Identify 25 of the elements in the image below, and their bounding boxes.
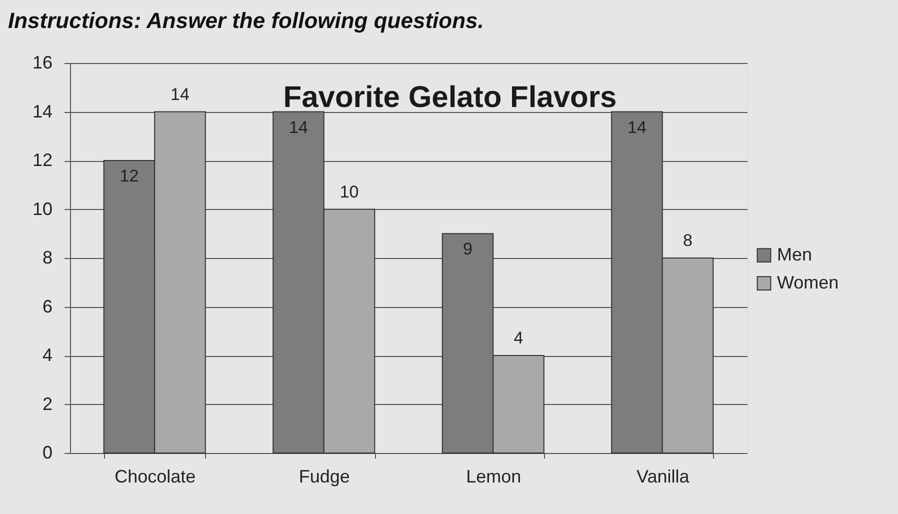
data-label: 9 — [463, 240, 472, 259]
y-tick-label: 4 — [42, 345, 52, 365]
y-tick-label: 12 — [32, 150, 52, 170]
legend-label: Men — [777, 244, 812, 264]
y-tick-label: 8 — [42, 248, 52, 268]
y-tick-label: 6 — [42, 296, 52, 316]
y-tick-label: 16 — [32, 52, 52, 72]
text: Favorite Gelato Flavors — [283, 81, 617, 114]
x-tick-label: Lemon — [466, 466, 522, 486]
x-tick-label: Vanilla — [636, 466, 690, 486]
data-label: 4 — [514, 328, 524, 348]
data-label: 8 — [683, 231, 692, 250]
data-label: 12 — [120, 166, 139, 186]
data-label: 14 — [170, 84, 190, 104]
data-label: 10 — [340, 182, 359, 202]
y-tick-label: 10 — [32, 198, 52, 219]
x-tick-label: Fudge — [298, 466, 350, 486]
text: Instructions: Answer the following questions. — [8, 8, 484, 33]
data-label: 14 — [289, 118, 308, 137]
data-label: 14 — [628, 118, 646, 137]
legend-label: Women — [777, 272, 839, 292]
y-tick-label: 14 — [32, 101, 52, 122]
y-tick-label: 0 — [42, 442, 52, 462]
y-tick-label: 2 — [42, 394, 52, 414]
x-tick-label: Chocolate — [114, 466, 196, 486]
